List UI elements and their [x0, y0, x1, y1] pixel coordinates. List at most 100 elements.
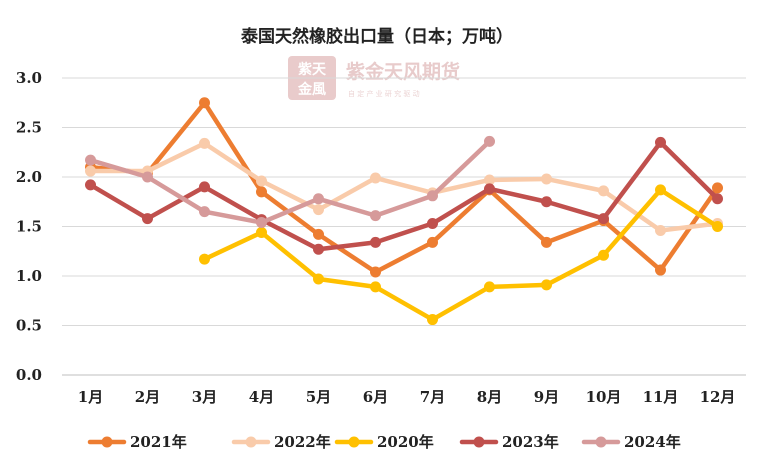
data-point: [85, 154, 96, 166]
x-tick-label: 4月: [249, 388, 274, 406]
legend-item: 2023年: [459, 433, 559, 451]
x-tick-label: 1月: [78, 388, 103, 406]
x-tick-label: 8月: [477, 388, 502, 406]
data-point: [598, 185, 609, 197]
series-2022年: [85, 137, 723, 236]
y-tick-label: 0.5: [16, 317, 42, 335]
data-point: [256, 175, 267, 187]
legend-item: 2024年: [581, 433, 681, 451]
data-point: [484, 135, 495, 147]
chart-title: 泰国天然橡胶出口量（日本；万吨）: [241, 26, 513, 47]
x-tick-label: 7月: [420, 388, 445, 406]
series-group: [85, 97, 723, 326]
y-tick-label: 1.5: [16, 218, 42, 236]
data-point: [313, 228, 324, 240]
data-point: [712, 193, 723, 205]
series-line: [88, 100, 720, 275]
data-point: [142, 171, 153, 183]
data-point: [85, 179, 96, 191]
data-point: [370, 172, 381, 184]
legend: 2021年 2022年 2020年 2023年 2024年: [87, 433, 681, 451]
data-point: [370, 236, 381, 248]
legend-label: 2023年: [502, 433, 559, 451]
data-point: [655, 136, 666, 148]
series-line: [88, 141, 720, 233]
series-2024年: [85, 135, 495, 229]
x-tick-label: 5月: [306, 388, 331, 406]
series-line: [88, 139, 492, 225]
x-axis: 1月 2月 3月 4月 5月 6月 7月 8月 9月 10月 11月 12月: [62, 374, 746, 406]
data-point: [427, 314, 438, 326]
y-tick-label: 3.0: [16, 69, 42, 87]
brand-slogan: 自 定 产 业 研 究 驱 动: [348, 89, 420, 98]
data-point: [712, 182, 723, 194]
legend-swatch-marker: [101, 436, 113, 448]
y-tick-label: 0.0: [16, 366, 42, 384]
data-point: [541, 279, 552, 291]
legend-swatch-marker: [348, 436, 360, 448]
x-tick-label: 2月: [135, 388, 160, 406]
x-tick-label: 10月: [586, 388, 622, 406]
brand-watermark: 紫天 金風 紫金天风期货 自 定 产 业 研 究 驱 动: [288, 56, 460, 100]
data-point: [199, 253, 210, 265]
data-point: [655, 264, 666, 276]
series-line: [202, 187, 720, 322]
data-point: [313, 204, 324, 216]
data-point: [655, 184, 666, 196]
seal-text-top: 紫天: [298, 61, 327, 78]
legend-item: 2021年: [87, 433, 187, 451]
x-tick-label: 11月: [643, 388, 679, 406]
data-point: [85, 165, 96, 177]
data-point: [199, 137, 210, 149]
data-point: [541, 236, 552, 248]
data-point: [541, 196, 552, 208]
legend-item: 2022年: [231, 433, 331, 451]
data-point: [256, 226, 267, 238]
data-point: [484, 281, 495, 293]
series-2020年: [199, 184, 723, 326]
y-tick-label: 1.0: [16, 267, 42, 285]
data-point: [484, 174, 495, 186]
data-point: [427, 236, 438, 248]
y-tick-label: 2.5: [16, 119, 42, 137]
data-point: [598, 213, 609, 225]
data-point: [313, 243, 324, 255]
data-point: [199, 181, 210, 193]
data-point: [370, 266, 381, 278]
legend-label: 2021年: [130, 433, 187, 451]
data-point: [370, 281, 381, 293]
data-point: [142, 213, 153, 225]
x-tick-label: 9月: [534, 388, 559, 406]
legend-label: 2022年: [274, 433, 331, 451]
legend-label: 2024年: [624, 433, 681, 451]
x-tick-label: 12月: [700, 388, 736, 406]
legend-swatch-marker: [595, 436, 607, 448]
seal-text-bottom: 金風: [297, 81, 326, 98]
legend-swatch-marker: [245, 436, 257, 448]
series-2023年: [85, 136, 723, 255]
grid-lines: [62, 77, 746, 376]
data-point: [427, 190, 438, 202]
y-axis: 0.0 0.5 1.0 1.5 2.0 2.5 3.0: [16, 69, 42, 384]
data-point: [484, 183, 495, 195]
data-point: [199, 206, 210, 218]
series-line: [88, 140, 720, 252]
y-tick-label: 2.0: [16, 168, 42, 186]
x-tick-label: 3月: [192, 388, 217, 406]
brand-name: 紫金天风期货: [346, 60, 460, 83]
data-point: [199, 97, 210, 109]
data-point: [427, 218, 438, 230]
legend-label: 2020年: [377, 433, 434, 451]
data-point: [598, 249, 609, 261]
data-point: [313, 193, 324, 205]
data-point: [712, 221, 723, 232]
data-point: [370, 210, 381, 222]
data-point: [541, 173, 552, 185]
data-point: [256, 217, 267, 229]
legend-item: 2020年: [334, 433, 434, 451]
data-point: [313, 273, 324, 285]
data-point: [655, 224, 666, 236]
data-point: [256, 186, 267, 198]
legend-swatch-marker: [473, 436, 485, 448]
